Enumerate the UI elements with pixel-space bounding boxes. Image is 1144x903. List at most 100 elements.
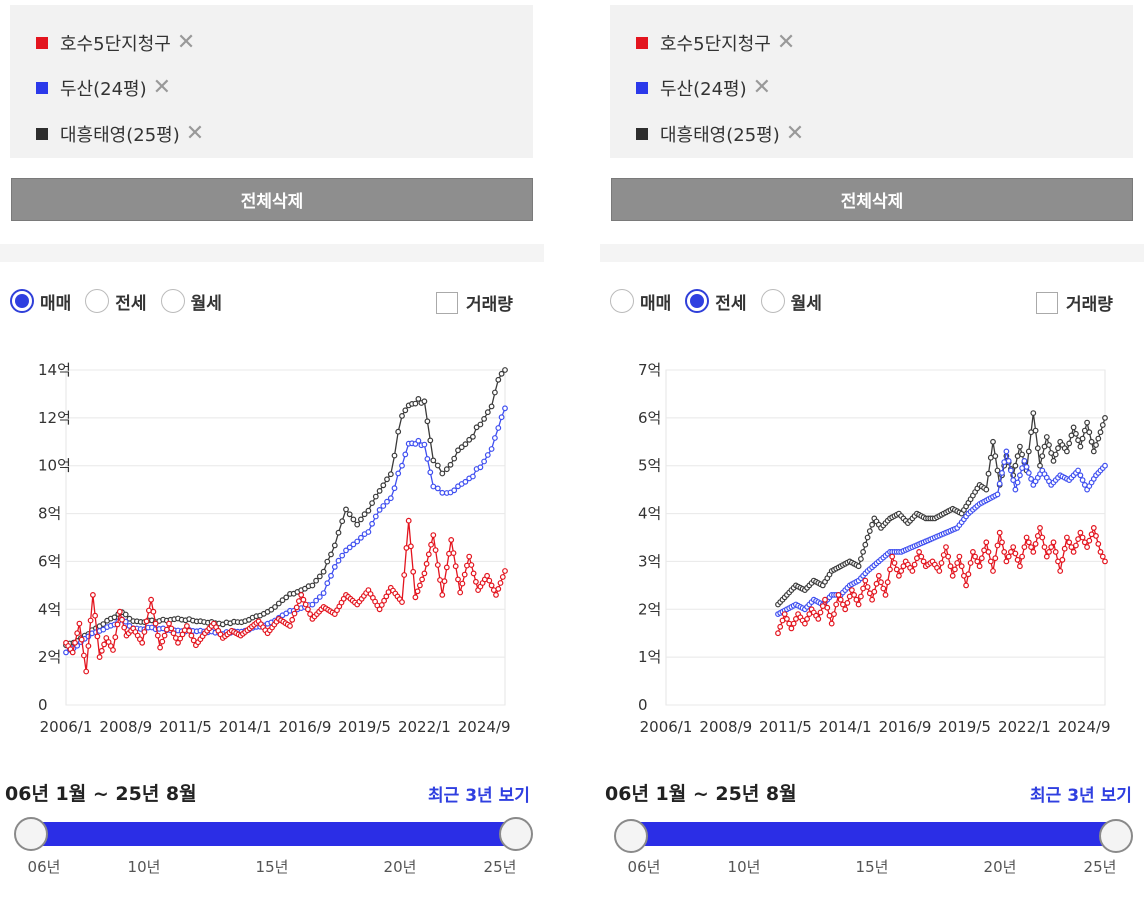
data-point — [502, 568, 508, 574]
data-point — [1039, 453, 1046, 459]
data-point — [1039, 534, 1046, 541]
data-point — [434, 462, 441, 469]
data-point — [410, 568, 417, 575]
radio-jeonse[interactable]: 전세 — [685, 289, 747, 314]
volume-checkbox[interactable] — [436, 291, 458, 314]
period-slider-track[interactable] — [631, 822, 1115, 846]
radio-ring[interactable] — [610, 289, 634, 313]
compare-item-label: 호수5단지청구 — [60, 34, 171, 55]
radio-jeonse[interactable]: 전세 — [85, 289, 147, 314]
data-point — [372, 513, 379, 520]
radio-label: 매매 — [640, 293, 672, 314]
radio-label: 전세 — [115, 293, 147, 314]
data-point — [884, 579, 891, 586]
radio-sale[interactable]: 매매 — [10, 289, 71, 314]
compare-item-label: 두산(24평) — [60, 79, 147, 100]
data-point — [1064, 448, 1070, 455]
data-point — [87, 617, 94, 624]
slider-handle-start[interactable] — [14, 817, 48, 851]
data-point — [974, 558, 981, 565]
radio-monthly[interactable]: 월세 — [160, 289, 222, 314]
data-point — [283, 610, 290, 617]
data-point — [484, 452, 491, 458]
radio-sale[interactable]: 매매 — [610, 289, 671, 314]
data-point — [159, 638, 166, 645]
data-point — [945, 553, 952, 560]
clear-all-button[interactable]: 전체삭제 — [11, 178, 533, 221]
radio-ring[interactable] — [685, 289, 710, 313]
data-point — [1050, 457, 1057, 464]
recent-3y-link[interactable]: 최근 3년 보기 — [428, 786, 530, 806]
remove-icon[interactable]: ✕ — [752, 75, 772, 100]
data-point — [307, 611, 314, 618]
x-tick-label: 2024/9 — [1058, 718, 1111, 736]
remove-icon[interactable]: ✕ — [785, 121, 805, 146]
data-point — [862, 577, 869, 584]
data-point — [399, 599, 405, 606]
data-point — [111, 614, 118, 621]
data-point — [502, 405, 508, 412]
data-point — [399, 412, 405, 419]
data-point — [1090, 448, 1097, 455]
slider-handle-end[interactable] — [499, 817, 533, 851]
y-tick-label: 2억 — [638, 600, 661, 618]
remove-icon[interactable]: ✕ — [776, 30, 796, 55]
data-point — [1066, 440, 1073, 447]
data-point — [170, 630, 177, 637]
data-point — [421, 570, 428, 577]
y-tick-label: 8억 — [38, 505, 61, 523]
data-point — [1030, 548, 1037, 555]
data-point — [987, 558, 994, 565]
data-point — [437, 577, 443, 583]
slider-handle-end[interactable] — [1099, 819, 1133, 853]
radio-label: 전세 — [715, 293, 747, 314]
x-tick-label: 2011/5 — [759, 718, 812, 736]
radio-ring[interactable] — [760, 289, 785, 313]
data-point — [481, 458, 488, 465]
volume-toggle[interactable]: 거래량 — [1036, 290, 1113, 315]
data-point — [417, 582, 423, 589]
slider-handle-start[interactable] — [614, 819, 648, 853]
radio-ring[interactable] — [160, 289, 185, 313]
data-point — [1079, 435, 1086, 442]
data-point — [896, 572, 902, 579]
data-point — [1025, 448, 1032, 455]
y-tick-label: 14억 — [38, 361, 71, 379]
remove-icon[interactable]: ✕ — [152, 75, 172, 100]
data-point — [376, 506, 383, 513]
period-slider-track[interactable] — [31, 822, 517, 846]
recent-3y-link[interactable]: 최근 3년 보기 — [1030, 786, 1132, 806]
data-point — [488, 446, 495, 452]
data-point — [272, 604, 278, 610]
compare-item-label: 대흥태영(25평) — [60, 125, 180, 146]
clear-all-button[interactable]: 전체삭제 — [611, 178, 1133, 221]
data-point — [985, 548, 992, 555]
remove-icon[interactable]: ✕ — [176, 30, 196, 55]
data-point — [63, 649, 69, 656]
series-swatch-red — [36, 37, 48, 49]
radio-ring[interactable] — [10, 289, 34, 313]
data-point — [428, 541, 435, 548]
data-point — [1003, 558, 1010, 565]
data-point — [1008, 467, 1014, 474]
data-point — [168, 625, 175, 632]
x-tick-label: 2019/5 — [938, 718, 991, 736]
data-point — [869, 596, 876, 603]
remove-icon[interactable]: ✕ — [185, 121, 205, 146]
data-point — [1019, 465, 1026, 472]
data-point — [990, 438, 996, 445]
radio-ring[interactable] — [85, 289, 110, 313]
data-point — [1070, 424, 1077, 431]
data-point — [1086, 429, 1093, 436]
slider-tick-label: 25년 — [1083, 858, 1117, 876]
data-point — [842, 606, 849, 613]
data-point — [101, 641, 107, 648]
data-point — [376, 487, 383, 494]
data-point — [822, 596, 828, 603]
volume-toggle[interactable]: 거래량 — [436, 290, 513, 315]
volume-checkbox[interactable] — [1036, 291, 1058, 314]
radio-monthly[interactable]: 월세 — [760, 289, 822, 314]
data-point — [990, 568, 996, 574]
data-point — [425, 551, 432, 558]
data-point — [1079, 534, 1086, 541]
